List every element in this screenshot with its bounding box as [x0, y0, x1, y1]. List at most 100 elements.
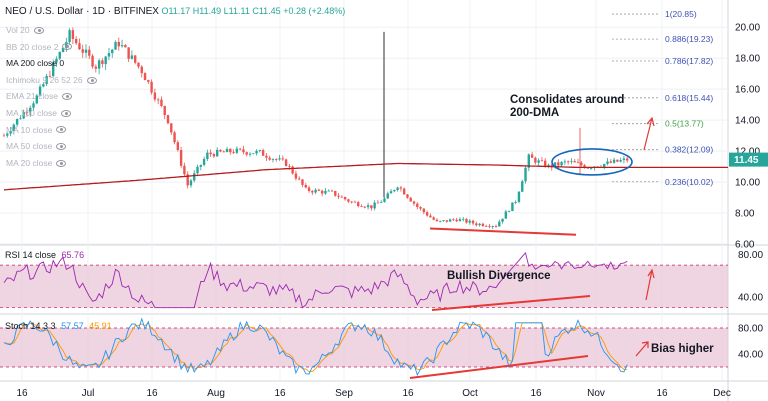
- candle-body: [386, 193, 389, 199]
- candle-body: [219, 149, 222, 152]
- rsi-title: RSI 14 close: [5, 250, 57, 260]
- x-tick-label: 16: [146, 388, 158, 399]
- candle-body: [471, 220, 475, 224]
- annotation-divergence: Bullish Divergence: [447, 270, 551, 282]
- eye-icon[interactable]: [62, 43, 73, 51]
- rsi-tick-label: 80.00: [738, 250, 763, 261]
- indicator-ma50[interactable]: MA 50 close: [6, 138, 97, 155]
- rsi-band: [0, 265, 728, 308]
- indicator-bb[interactable]: BB 20 close 2: [6, 39, 97, 56]
- eye-icon[interactable]: [56, 159, 67, 167]
- candle-body: [544, 160, 547, 167]
- candle-body: [465, 218, 468, 223]
- x-tick-label: Aug: [207, 388, 225, 399]
- candle-body: [229, 148, 232, 153]
- candle-body: [48, 75, 52, 77]
- indicator-vol[interactable]: Vol 20: [6, 22, 97, 39]
- candle-body: [416, 203, 419, 208]
- candle-body: [104, 56, 107, 65]
- candle-body: [583, 165, 586, 168]
- stoch-k-value: 57.57: [61, 321, 84, 331]
- candle-body: [442, 220, 445, 222]
- candle-body: [235, 148, 239, 153]
- candle-body: [484, 225, 488, 227]
- eye-icon[interactable]: [61, 93, 72, 101]
- candle-body: [517, 191, 521, 202]
- candle-body: [540, 160, 544, 162]
- candle-body: [573, 161, 576, 163]
- indicator-ma20[interactable]: MA 20 close: [6, 155, 97, 172]
- candle-body: [291, 166, 294, 174]
- candle-body: [553, 162, 557, 168]
- indicator-ema21[interactable]: EMA 21 close: [6, 88, 97, 105]
- candle-body: [481, 223, 485, 226]
- eye-icon[interactable]: [33, 26, 44, 34]
- candle-body: [261, 150, 265, 156]
- candle-body: [232, 152, 235, 154]
- x-tick-label: 16: [402, 388, 414, 399]
- candle-body: [111, 49, 114, 54]
- y-tick-label: 8.00: [735, 209, 755, 220]
- candle-body: [363, 206, 366, 208]
- candle-body: [202, 159, 206, 165]
- candle-body: [491, 226, 494, 227]
- candle-body: [626, 158, 629, 161]
- candle-body: [163, 106, 166, 116]
- candle-body: [71, 30, 75, 39]
- candle-body: [42, 84, 45, 87]
- indicator-ma100[interactable]: MA 100 close: [6, 105, 97, 122]
- candle-body: [183, 165, 186, 175]
- candle-body: [22, 111, 25, 119]
- candle-body: [514, 201, 517, 203]
- rsi-value: 65.76: [61, 250, 85, 260]
- candle-body: [153, 92, 157, 100]
- candle-body: [383, 198, 386, 202]
- eye-icon[interactable]: [56, 142, 67, 150]
- candle-body: [478, 223, 481, 226]
- candle-body: [425, 212, 429, 216]
- eye-icon[interactable]: [61, 109, 72, 117]
- candle-body: [173, 132, 176, 143]
- candle-body: [38, 86, 42, 96]
- candle-body: [606, 161, 609, 164]
- candle-body: [127, 47, 130, 59]
- eye-icon[interactable]: [86, 76, 97, 84]
- fib-level-label: 0.5(13.77): [665, 119, 704, 129]
- last-price-label: 11.45: [734, 155, 759, 166]
- candle-body: [107, 53, 111, 57]
- indicator-ma10[interactable]: MA 10 close: [6, 122, 97, 139]
- candle-body: [166, 115, 170, 124]
- candle-body: [186, 174, 189, 186]
- candle-body: [320, 190, 324, 194]
- candle-body: [281, 158, 284, 160]
- candle-body: [370, 205, 373, 209]
- candle-body: [402, 188, 406, 195]
- candle-body: [74, 38, 78, 44]
- candle-body: [225, 148, 229, 153]
- chart-legend: NEO / U.S. Dollar · 1D · BITFINEX O11.17…: [5, 6, 345, 17]
- candle-body: [294, 173, 298, 179]
- candle-body: [560, 161, 563, 166]
- candle-body: [576, 162, 580, 164]
- candle-body: [140, 66, 143, 74]
- candle-body: [534, 157, 537, 163]
- candle-body: [360, 206, 363, 207]
- candle-body: [278, 158, 281, 160]
- candle-body: [81, 49, 84, 53]
- candle-body: [350, 201, 353, 203]
- fib-level-label: 0.886(19.23): [665, 34, 713, 44]
- candle-body: [609, 161, 612, 163]
- candle-body: [97, 60, 101, 69]
- candle-body: [612, 159, 616, 163]
- rsi-divergence-line: [431, 295, 591, 311]
- candle-body: [206, 152, 209, 160]
- candle-body: [603, 163, 606, 167]
- indicator-ma200[interactable]: MA 200 close 0: [6, 58, 65, 69]
- candle-body: [353, 201, 357, 203]
- indicator-ichimoku[interactable]: Ichimoku 9 26 52 26: [6, 72, 97, 89]
- candle-body: [432, 217, 435, 220]
- candle-body: [580, 162, 583, 166]
- eye-icon[interactable]: [56, 126, 67, 134]
- candle-body: [189, 180, 193, 186]
